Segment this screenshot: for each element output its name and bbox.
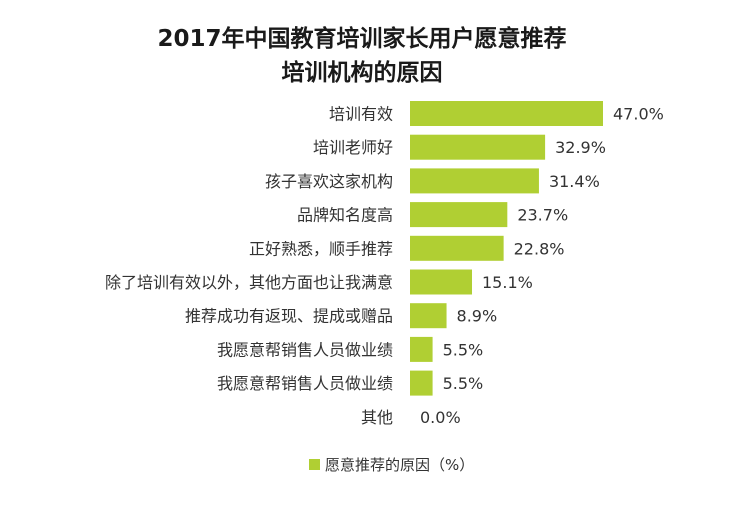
value-label: 31.4% [549, 172, 600, 191]
bar [410, 269, 473, 295]
category-label: 培训老师好 [313, 138, 393, 157]
value-label: 0.0% [420, 408, 461, 427]
category-label: 我愿意帮销售人员做业绩 [217, 340, 393, 359]
category-label: 培训有效 [329, 105, 393, 124]
chart-title-line-2: 培训机构的原因 [282, 59, 443, 86]
chart-title: 2017年中国教育培训家长用户愿意推荐 培训机构的原因 [157, 25, 566, 86]
bar [410, 370, 433, 396]
plot-area: 培训有效 47.0% 培训老师好 32.9% 孩子喜欢这家机构 31.4% 品牌知名度高 23… [105, 101, 664, 427]
bar [410, 336, 433, 362]
category-label: 品牌知名度高 [297, 206, 393, 225]
bar [410, 303, 447, 329]
category-label: 推荐成功有返现、提成或赠品 [185, 307, 393, 326]
category-label: 其他 [361, 408, 393, 427]
bar [410, 134, 546, 160]
category-label: 我愿意帮销售人员做业绩 [217, 374, 393, 393]
bar [410, 101, 603, 126]
category-label: 孩子喜欢这家机构 [265, 172, 393, 191]
value-label: 23.7% [517, 206, 568, 225]
category-label: 正好熟悉，顺手推荐 [249, 239, 393, 258]
category-label: 除了培训有效以外，其他方面也让我满意 [105, 273, 393, 292]
bar [410, 168, 539, 194]
value-label: 8.9% [457, 307, 498, 326]
chart-title-line-1: 2017年中国教育培训家长用户愿意推荐 [157, 25, 566, 52]
bar [410, 235, 504, 261]
bar [410, 202, 508, 228]
value-label: 32.9% [555, 138, 606, 157]
value-label: 5.5% [443, 374, 484, 393]
value-label: 22.8% [514, 239, 565, 258]
value-label: 15.1% [482, 273, 533, 292]
legend: 愿意推荐的原因（%） [309, 456, 474, 474]
value-label: 47.0% [613, 105, 664, 124]
legend-label: 愿意推荐的原因（%） [325, 456, 474, 474]
legend-swatch [309, 459, 320, 470]
value-label: 5.5% [443, 340, 484, 359]
